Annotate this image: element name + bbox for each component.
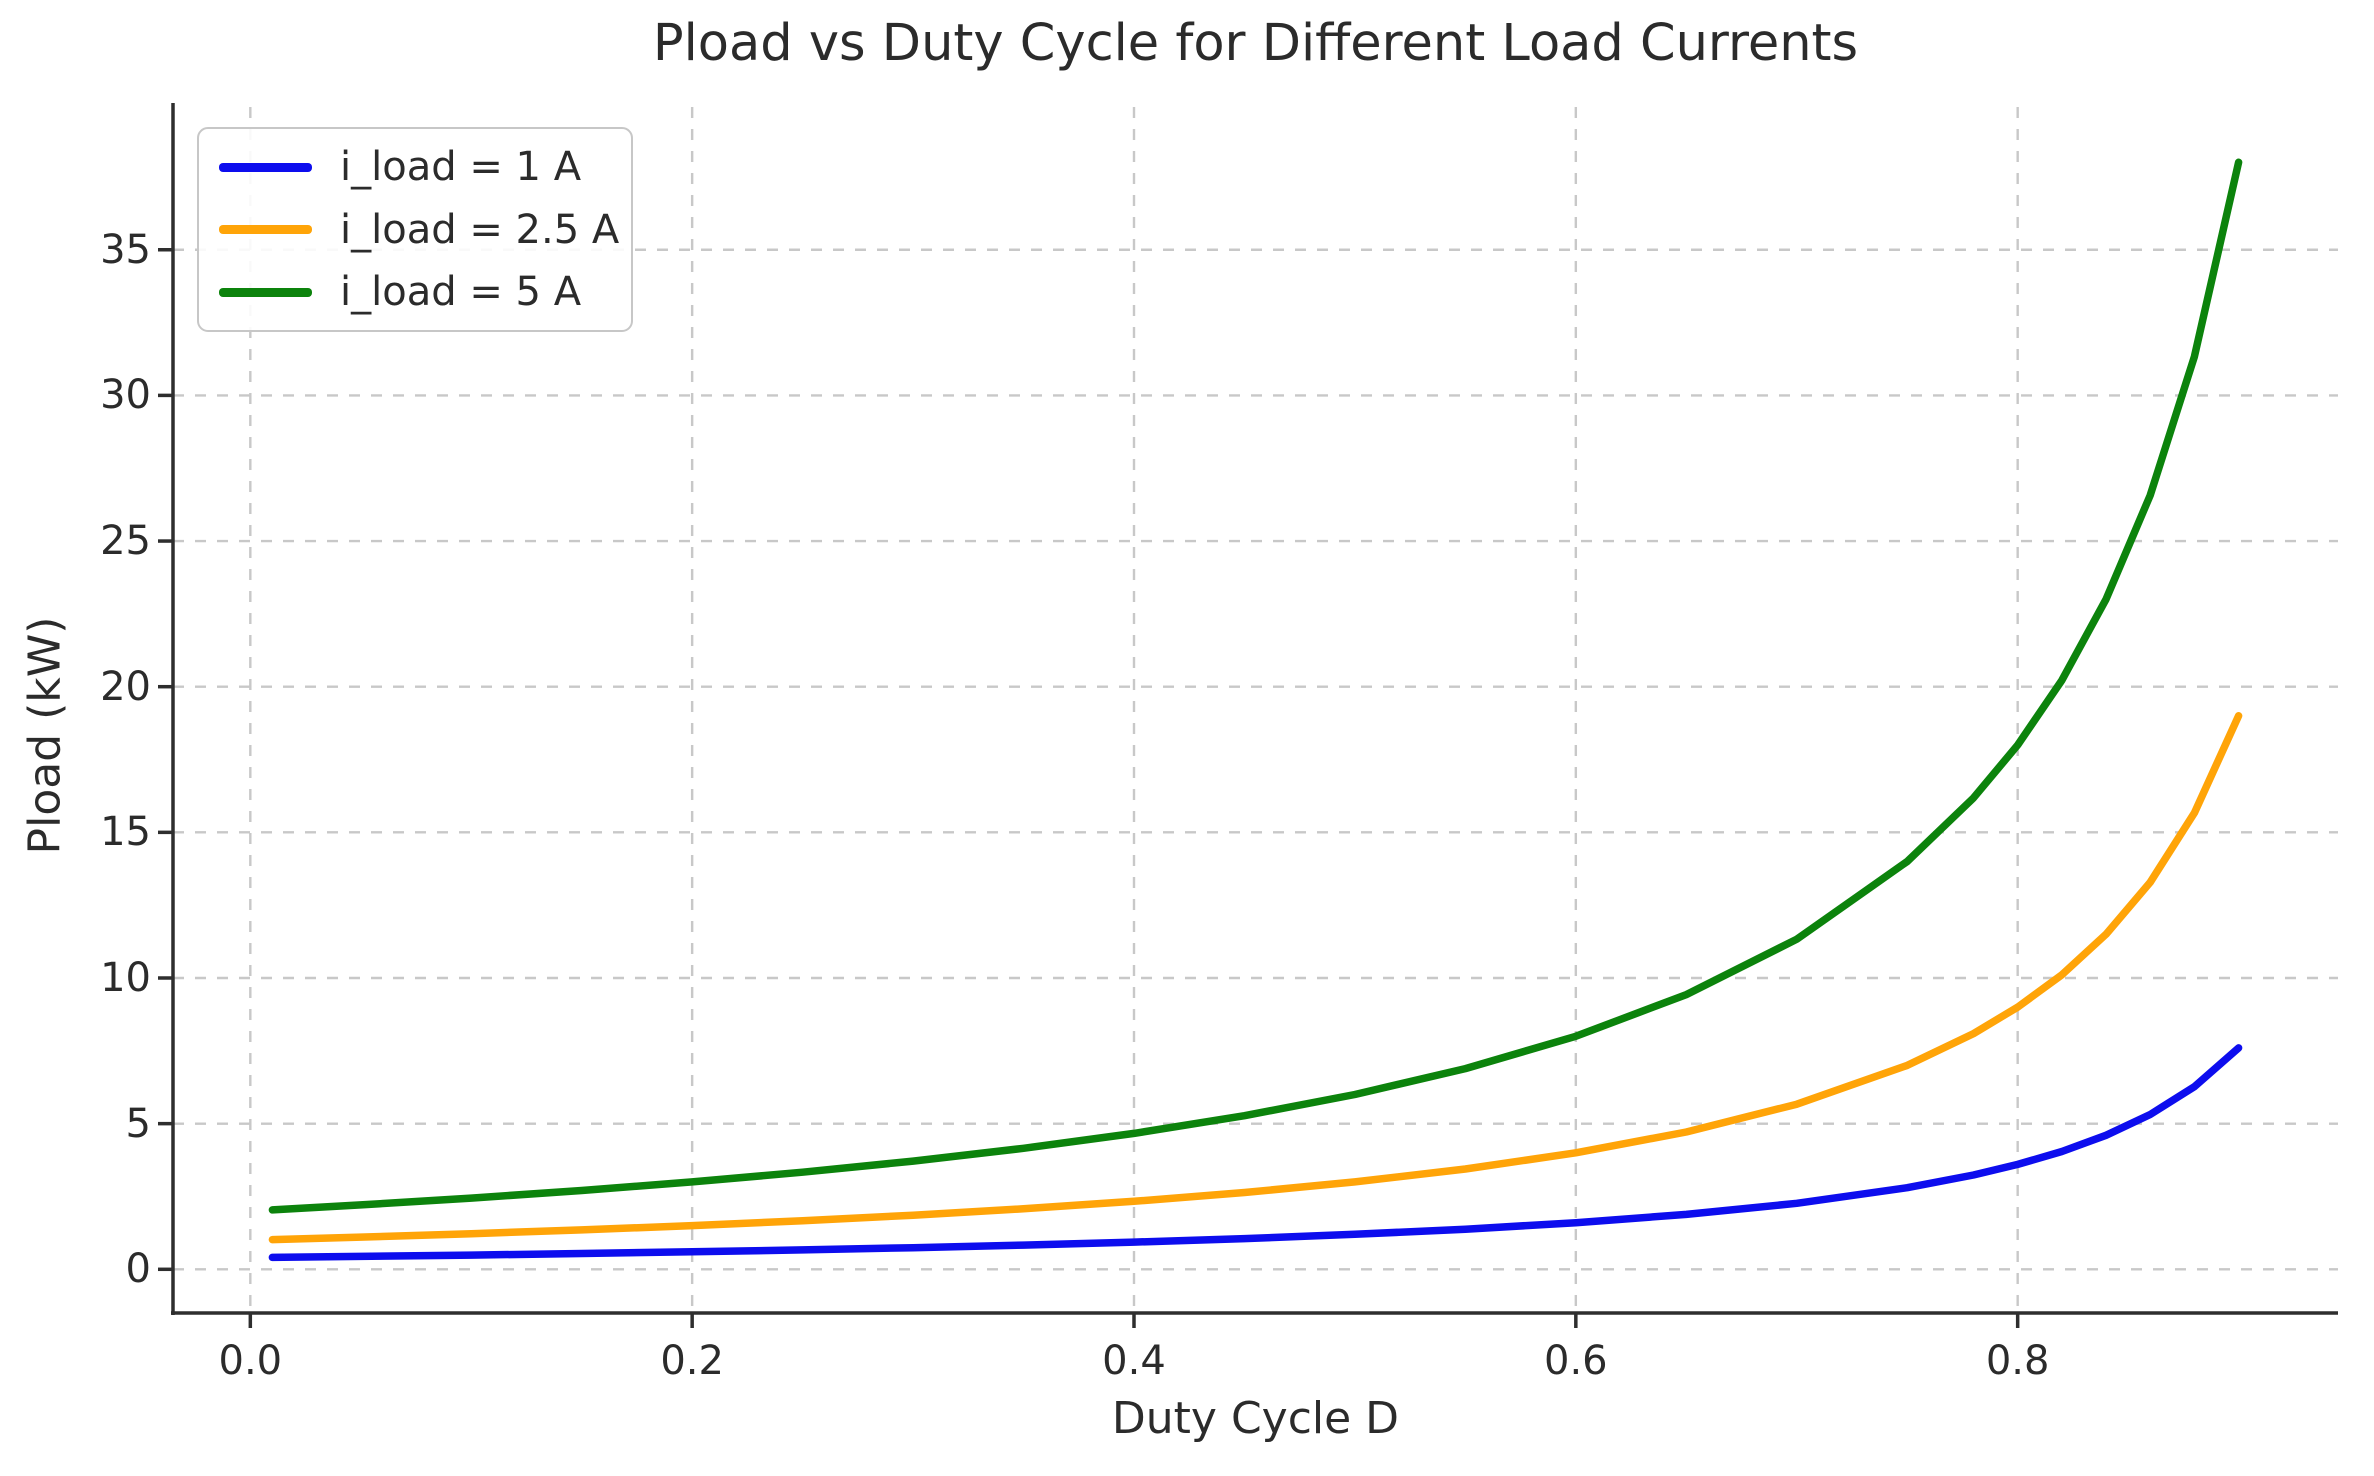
series-line-1 [268, 712, 2243, 1244]
y-tick-label: 35 [100, 226, 151, 273]
legend-item-iload-5a: i_load = 5 A [211, 262, 619, 323]
x-tick-label: 0.8 [1985, 1338, 2050, 1384]
legend: i_load = 1 A i_load = 2.5 A i_load = 5 A [197, 127, 633, 332]
y-tick-label: 30 [100, 372, 151, 419]
y-tick-label: 10 [100, 955, 151, 1001]
y-tick-label: 0 [125, 1246, 151, 1293]
legend-label: i_load = 1 A [340, 144, 582, 190]
x-tick-label: 0.4 [1102, 1338, 1166, 1384]
legend-line-swatch-green [219, 287, 312, 297]
series-line-2 [268, 158, 2243, 1214]
series-line-0 [268, 1044, 2243, 1262]
y-tick-label: 15 [100, 809, 151, 856]
legend-line-swatch-blue [219, 162, 312, 172]
legend-line-swatch-orange [219, 225, 312, 234]
axes-spines [171, 103, 2338, 1315]
chart-title: Pload vs Duty Cycle for Different Load C… [652, 14, 1859, 73]
grid-layer [173, 107, 2338, 1313]
x-tick-label: 0.6 [1544, 1338, 1608, 1384]
legend-label: i_load = 2.5 A [340, 206, 620, 253]
tick-marks [158, 247, 2020, 1328]
x-tick-label: 0.2 [660, 1338, 724, 1384]
legend-label: i_load = 5 A [340, 269, 582, 315]
series-layer [268, 158, 2243, 1262]
y-tick-label: 5 [125, 1100, 151, 1147]
y-tick-label: 25 [100, 518, 151, 565]
y-tick-label: 20 [100, 663, 151, 710]
x-axis-label: Duty Cycle D [1111, 1393, 1400, 1444]
legend-item-iload-2-5a: i_load = 2.5 A [211, 199, 619, 260]
x-tick-label: 0.0 [218, 1338, 283, 1384]
legend-item-iload-1a: i_load = 1 A [211, 137, 619, 198]
